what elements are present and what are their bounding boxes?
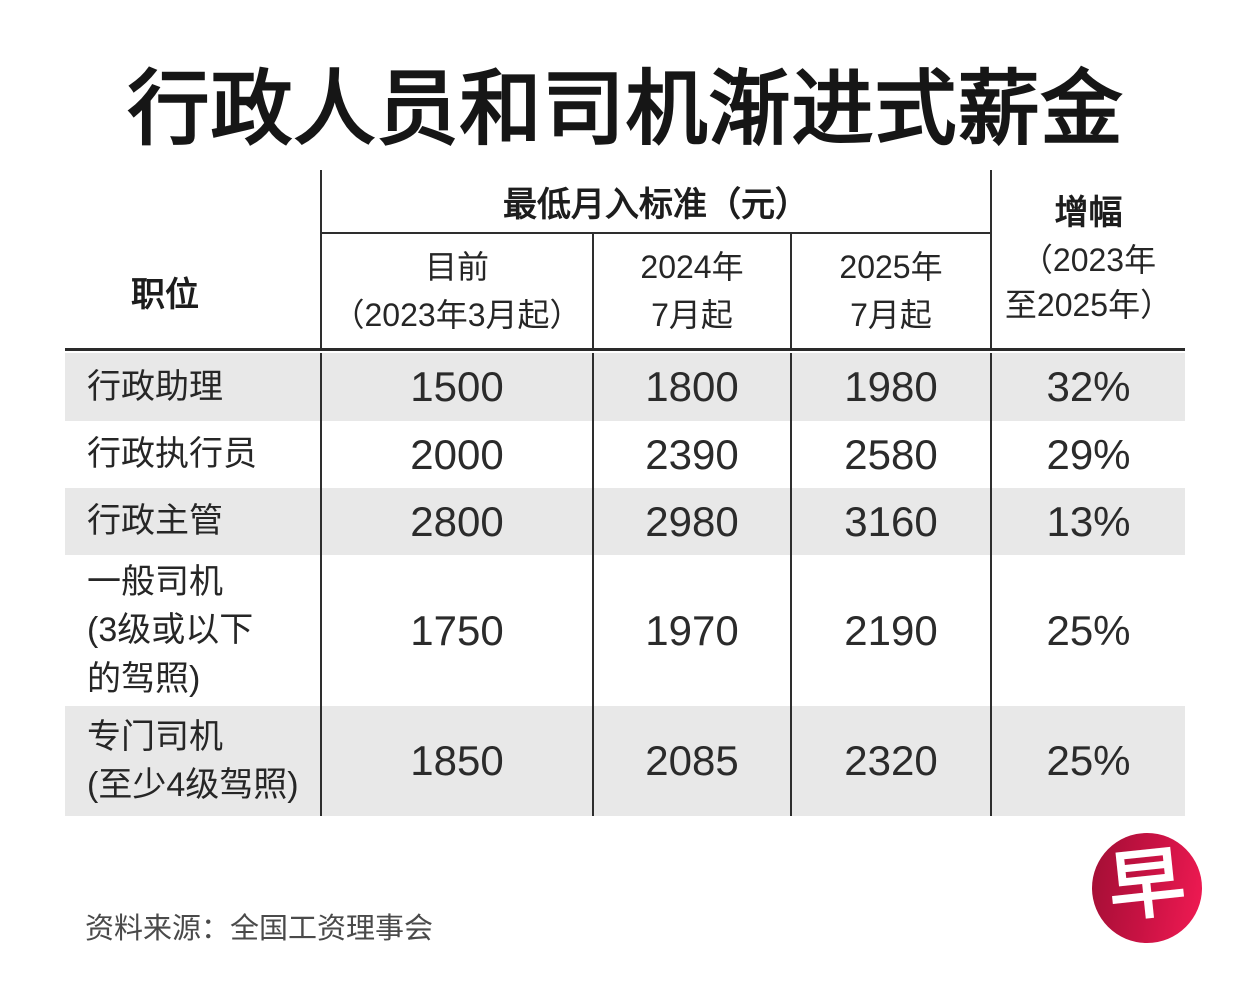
increase-cell: 13% [990, 488, 1185, 555]
position-cell: 行政主管 [87, 502, 223, 541]
position-cell: 行政执行员 [87, 435, 257, 474]
zaobao-logo-icon: 早 [1092, 833, 1202, 943]
jul-2024-wage-cell: 2390 [592, 421, 790, 488]
jul-2024-wage-cell: 1970 [592, 555, 790, 706]
current-wage-cell: 1500 [320, 353, 592, 421]
position-cell: 专门司机 (至少4级驾照) [87, 717, 299, 804]
increase-cell: 25% [990, 555, 1185, 706]
header-position: 职位 [131, 275, 199, 314]
current-wage-cell: 1850 [320, 706, 592, 816]
header-increase-label: 增幅 [1054, 194, 1123, 233]
table-row: 一般司机 (3级或以下 的驾照) 1750 1970 2190 25% [65, 555, 1185, 706]
header-jul-2024: 2024年 7月起 [592, 234, 790, 348]
increase-cell: 29% [990, 421, 1185, 488]
chart-title: 行政人员和司机渐进式薪金 [127, 64, 1124, 155]
position-cell: 行政助理 [87, 367, 223, 406]
table-row: 专门司机 (至少4级驾照) 1850 2085 2320 25% [65, 706, 1185, 816]
jul-2025-wage-cell: 1980 [790, 353, 990, 421]
header-jul-2025: 2025年 7月起 [790, 234, 990, 348]
current-wage-cell: 2000 [320, 421, 592, 488]
table-row: 行政主管 2800 2980 3160 13% [65, 488, 1185, 555]
header-current: 目前 （2023年3月起） [320, 234, 592, 348]
jul-2025-wage-cell: 3160 [790, 488, 990, 555]
jul-2024-wage-cell: 2085 [592, 706, 790, 816]
header-increase: 增幅 （2023年 至2025年） [990, 170, 1185, 348]
current-wage-cell: 1750 [320, 555, 592, 706]
jul-2025-wage-cell: 2190 [790, 555, 990, 706]
jul-2024-wage-cell: 1800 [592, 353, 790, 421]
zao-character: 早 [1104, 839, 1189, 932]
jul-2025-wage-cell: 2320 [790, 706, 990, 816]
increase-cell: 32% [990, 353, 1185, 421]
source-caption: 资料来源：全国工资理事会 [85, 913, 434, 945]
increase-cell: 25% [990, 706, 1185, 816]
jul-2025-wage-cell: 2580 [790, 421, 990, 488]
jul-2024-wage-cell: 2980 [592, 488, 790, 555]
header-increase-range: （2023年 至2025年） [1004, 241, 1173, 324]
table-row: 行政助理 1500 1800 1980 32% [65, 353, 1185, 421]
table-header: 最低月入标准（元） 增幅 （2023年 至2025年） 职位 目前 （2023年… [65, 170, 1185, 348]
header-group-min-monthly-income: 最低月入标准（元） [320, 170, 990, 234]
current-wage-cell: 2800 [320, 488, 592, 555]
position-cell: 一般司机 (3级或以下 的驾照) [87, 563, 254, 698]
header-divider [65, 348, 1185, 351]
table-row: 行政执行员 2000 2390 2580 29% [65, 421, 1185, 488]
wage-table: 最低月入标准（元） 增幅 （2023年 至2025年） 职位 目前 （2023年… [65, 170, 1185, 816]
